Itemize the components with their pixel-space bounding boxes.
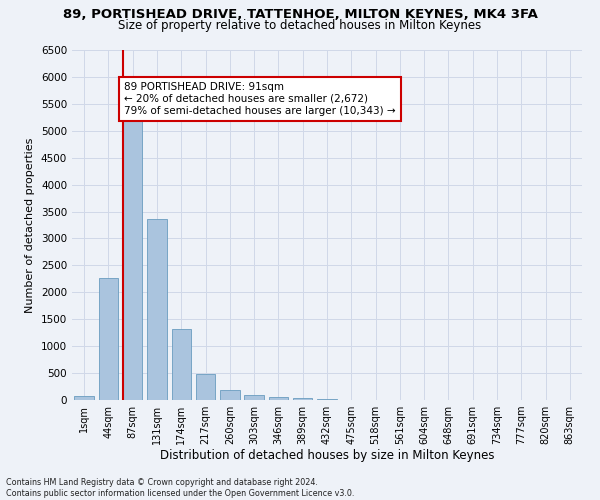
Bar [172, 330, 191, 400]
Bar [269, 397, 288, 400]
X-axis label: Distribution of detached houses by size in Milton Keynes: Distribution of detached houses by size … [160, 448, 494, 462]
Bar [220, 390, 239, 400]
Bar [99, 278, 118, 400]
Bar [147, 219, 167, 400]
Bar [196, 374, 215, 400]
Bar [123, 108, 142, 400]
Bar [293, 398, 313, 400]
Bar [244, 395, 264, 400]
Text: 89 PORTISHEAD DRIVE: 91sqm
← 20% of detached houses are smaller (2,672)
79% of s: 89 PORTISHEAD DRIVE: 91sqm ← 20% of deta… [124, 82, 396, 116]
Bar [317, 399, 337, 400]
Bar [74, 396, 94, 400]
Text: Size of property relative to detached houses in Milton Keynes: Size of property relative to detached ho… [118, 18, 482, 32]
Y-axis label: Number of detached properties: Number of detached properties [25, 138, 35, 312]
Text: Contains HM Land Registry data © Crown copyright and database right 2024.
Contai: Contains HM Land Registry data © Crown c… [6, 478, 355, 498]
Text: 89, PORTISHEAD DRIVE, TATTENHOE, MILTON KEYNES, MK4 3FA: 89, PORTISHEAD DRIVE, TATTENHOE, MILTON … [62, 8, 538, 20]
